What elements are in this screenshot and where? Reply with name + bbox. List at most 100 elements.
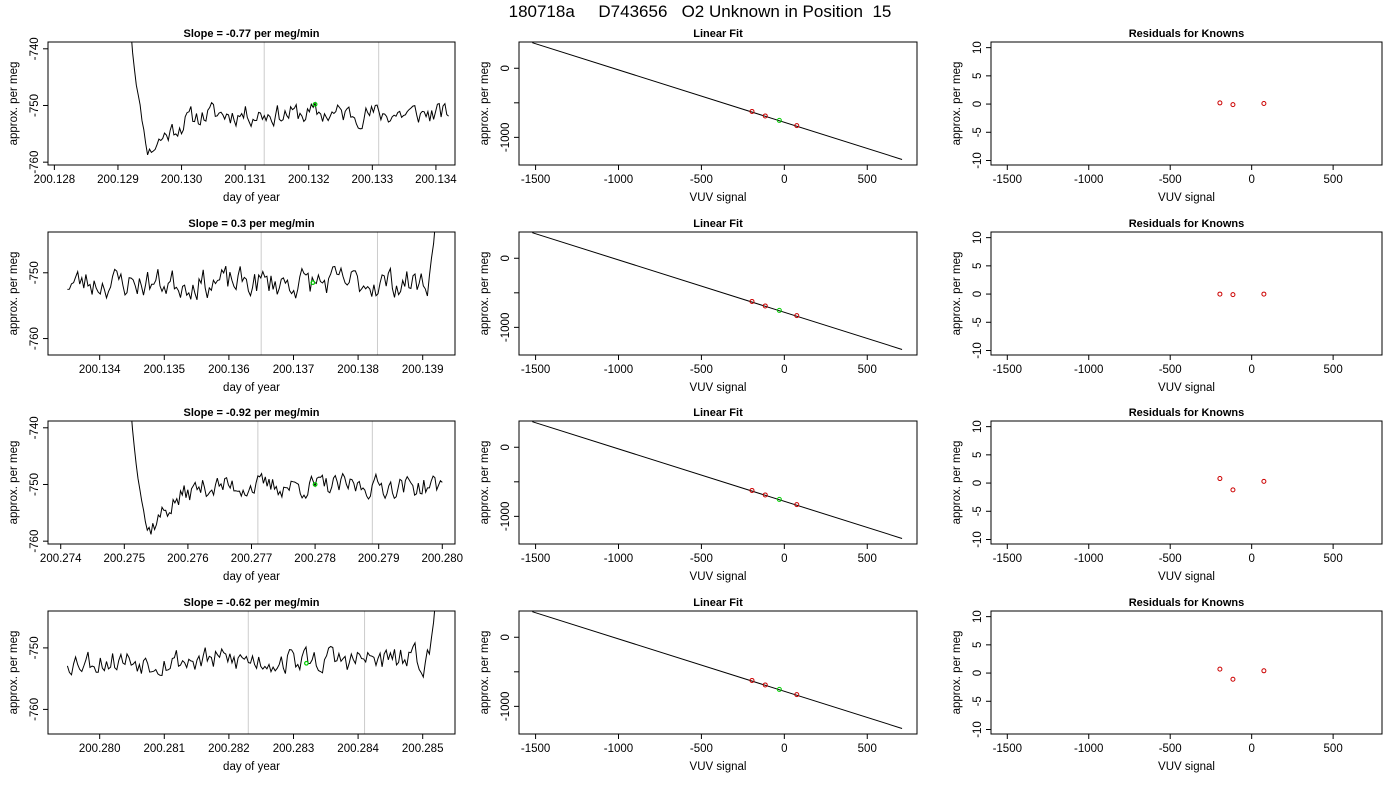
chart-title: Linear Fit — [693, 597, 743, 609]
y-tick-label: -5 — [972, 317, 984, 327]
chart-panel: Linear Fit VUV signal approx. per meg -1500… — [479, 407, 918, 583]
x-axis-label: day of year — [223, 761, 280, 773]
x-tick-label: 500 — [1324, 364, 1343, 376]
chart-panel: Slope = -0.92 per meg/min day of year appr… — [8, 407, 463, 583]
x-tick-label: -1000 — [604, 743, 633, 755]
x-axis-label: day of year — [223, 382, 280, 394]
unknown-point — [776, 307, 782, 313]
known-point — [794, 502, 800, 508]
y-axis-label: approx. per meg — [951, 441, 963, 525]
x-tick-label: 200.131 — [224, 174, 266, 186]
y-tick-label: -740 — [29, 416, 41, 439]
x-axis-label: VUV signal — [1158, 192, 1215, 204]
chart-title: Residuals for Knowns — [1129, 407, 1245, 419]
x-tick-label: 200.139 — [402, 364, 444, 376]
y-tick-label: -10 — [972, 721, 984, 738]
x-tick-label: -1000 — [604, 174, 633, 186]
known-point — [749, 677, 755, 683]
chart-panel: Residuals for Knowns VUV signal approx. pe… — [951, 218, 1383, 394]
x-tick-label: -500 — [690, 364, 713, 376]
known-point — [762, 492, 768, 498]
x-axis-label: day of year — [223, 571, 280, 583]
x-tick-label: -1500 — [521, 174, 550, 186]
y-tick-label: -1000 — [500, 123, 512, 152]
y-tick-label: -760 — [29, 327, 41, 350]
y-tick-label: 10 — [972, 420, 984, 433]
chart-panel: Linear Fit VUV signal approx. per meg -1500… — [479, 218, 918, 394]
x-tick-label: -1500 — [993, 553, 1022, 565]
x-tick-label: 200.280 — [79, 743, 121, 755]
plot-frame — [990, 420, 1383, 545]
y-tick-label: 0 — [972, 480, 984, 486]
x-tick-label: 500 — [1324, 743, 1343, 755]
unknown-point — [776, 117, 782, 123]
x-tick-label: 200.138 — [337, 364, 379, 376]
x-tick-label: 200.275 — [104, 553, 146, 565]
plot-frame — [518, 610, 918, 735]
x-tick-label: 0 — [1248, 553, 1254, 565]
x-tick-label: -1500 — [521, 553, 550, 565]
y-tick-label: 0 — [972, 670, 984, 676]
y-tick-label: 5 — [972, 73, 984, 79]
plot-frame — [47, 420, 456, 545]
y-tick-label: -760 — [29, 530, 41, 553]
y-axis-label: approx. per meg — [8, 631, 20, 715]
y-tick-label: 10 — [972, 41, 984, 54]
x-tick-label: 0 — [781, 553, 787, 565]
x-tick-label: -500 — [1159, 174, 1182, 186]
residual-point — [1261, 291, 1267, 297]
known-point — [762, 303, 768, 309]
chart-title: Linear Fit — [693, 28, 743, 40]
plot-frame — [990, 41, 1383, 166]
x-tick-label: -1500 — [993, 743, 1022, 755]
x-tick-label: 200.277 — [231, 553, 273, 565]
signal-trace-line — [66, 611, 436, 679]
y-tick-label: 0 — [500, 634, 512, 640]
chart-title: Residuals for Knowns — [1129, 218, 1245, 230]
x-axis-label: VUV signal — [690, 382, 747, 394]
y-tick-label: -760 — [29, 698, 41, 721]
chart-title: Residuals for Knowns — [1129, 597, 1245, 609]
x-tick-label: -1500 — [993, 174, 1022, 186]
y-tick-label: -1000 — [500, 313, 512, 342]
y-tick-label: 10 — [972, 610, 984, 623]
x-tick-label: 200.133 — [352, 174, 394, 186]
chart-title: Residuals for Knowns — [1129, 28, 1245, 40]
x-tick-label: -1500 — [521, 743, 550, 755]
chart-panel: Residuals for Knowns VUV signal approx. pe… — [951, 597, 1383, 773]
chart-title: Slope = -0.62 per meg/min — [183, 597, 319, 609]
plot-frame — [518, 41, 918, 166]
fit-line — [532, 232, 903, 350]
x-tick-label: 200.134 — [79, 364, 121, 376]
y-tick-label: -750 — [29, 94, 41, 117]
x-tick-label: 200.278 — [294, 553, 336, 565]
y-tick-label: 0 — [972, 101, 984, 107]
x-tick-label: 500 — [858, 364, 877, 376]
y-axis-label: approx. per meg — [479, 631, 491, 715]
x-tick-label: -500 — [690, 553, 713, 565]
x-tick-label: -1500 — [521, 364, 550, 376]
x-tick-label: -1500 — [993, 364, 1022, 376]
chart-title: Slope = -0.92 per meg/min — [183, 407, 319, 419]
x-tick-label: 200.285 — [402, 743, 444, 755]
chart-title: Linear Fit — [693, 407, 743, 419]
chart-panel: Linear Fit VUV signal approx. per meg -1500… — [479, 597, 918, 773]
x-tick-label: 200.130 — [161, 174, 203, 186]
x-axis-label: day of year — [223, 192, 280, 204]
y-axis-label: approx. per meg — [951, 62, 963, 146]
y-tick-label: 5 — [972, 452, 984, 458]
x-tick-label: -1000 — [1074, 174, 1103, 186]
y-tick-label: 0 — [972, 291, 984, 297]
y-tick-label: -740 — [29, 37, 41, 60]
x-tick-label: 200.276 — [167, 553, 209, 565]
plot-frame — [47, 610, 456, 735]
x-tick-label: -1000 — [1074, 553, 1103, 565]
y-tick-label: -1000 — [500, 502, 512, 531]
y-tick-label: -5 — [972, 127, 984, 137]
plot-frame — [990, 231, 1383, 356]
chart-panel: Slope = -0.77 per meg/min day of year appr… — [8, 28, 457, 204]
fit-line — [532, 42, 903, 160]
page-title: 180718a D743656 O2 Unknown in Position 1… — [508, 2, 892, 21]
x-tick-label: -500 — [1159, 364, 1182, 376]
x-tick-label: 200.128 — [34, 174, 76, 186]
